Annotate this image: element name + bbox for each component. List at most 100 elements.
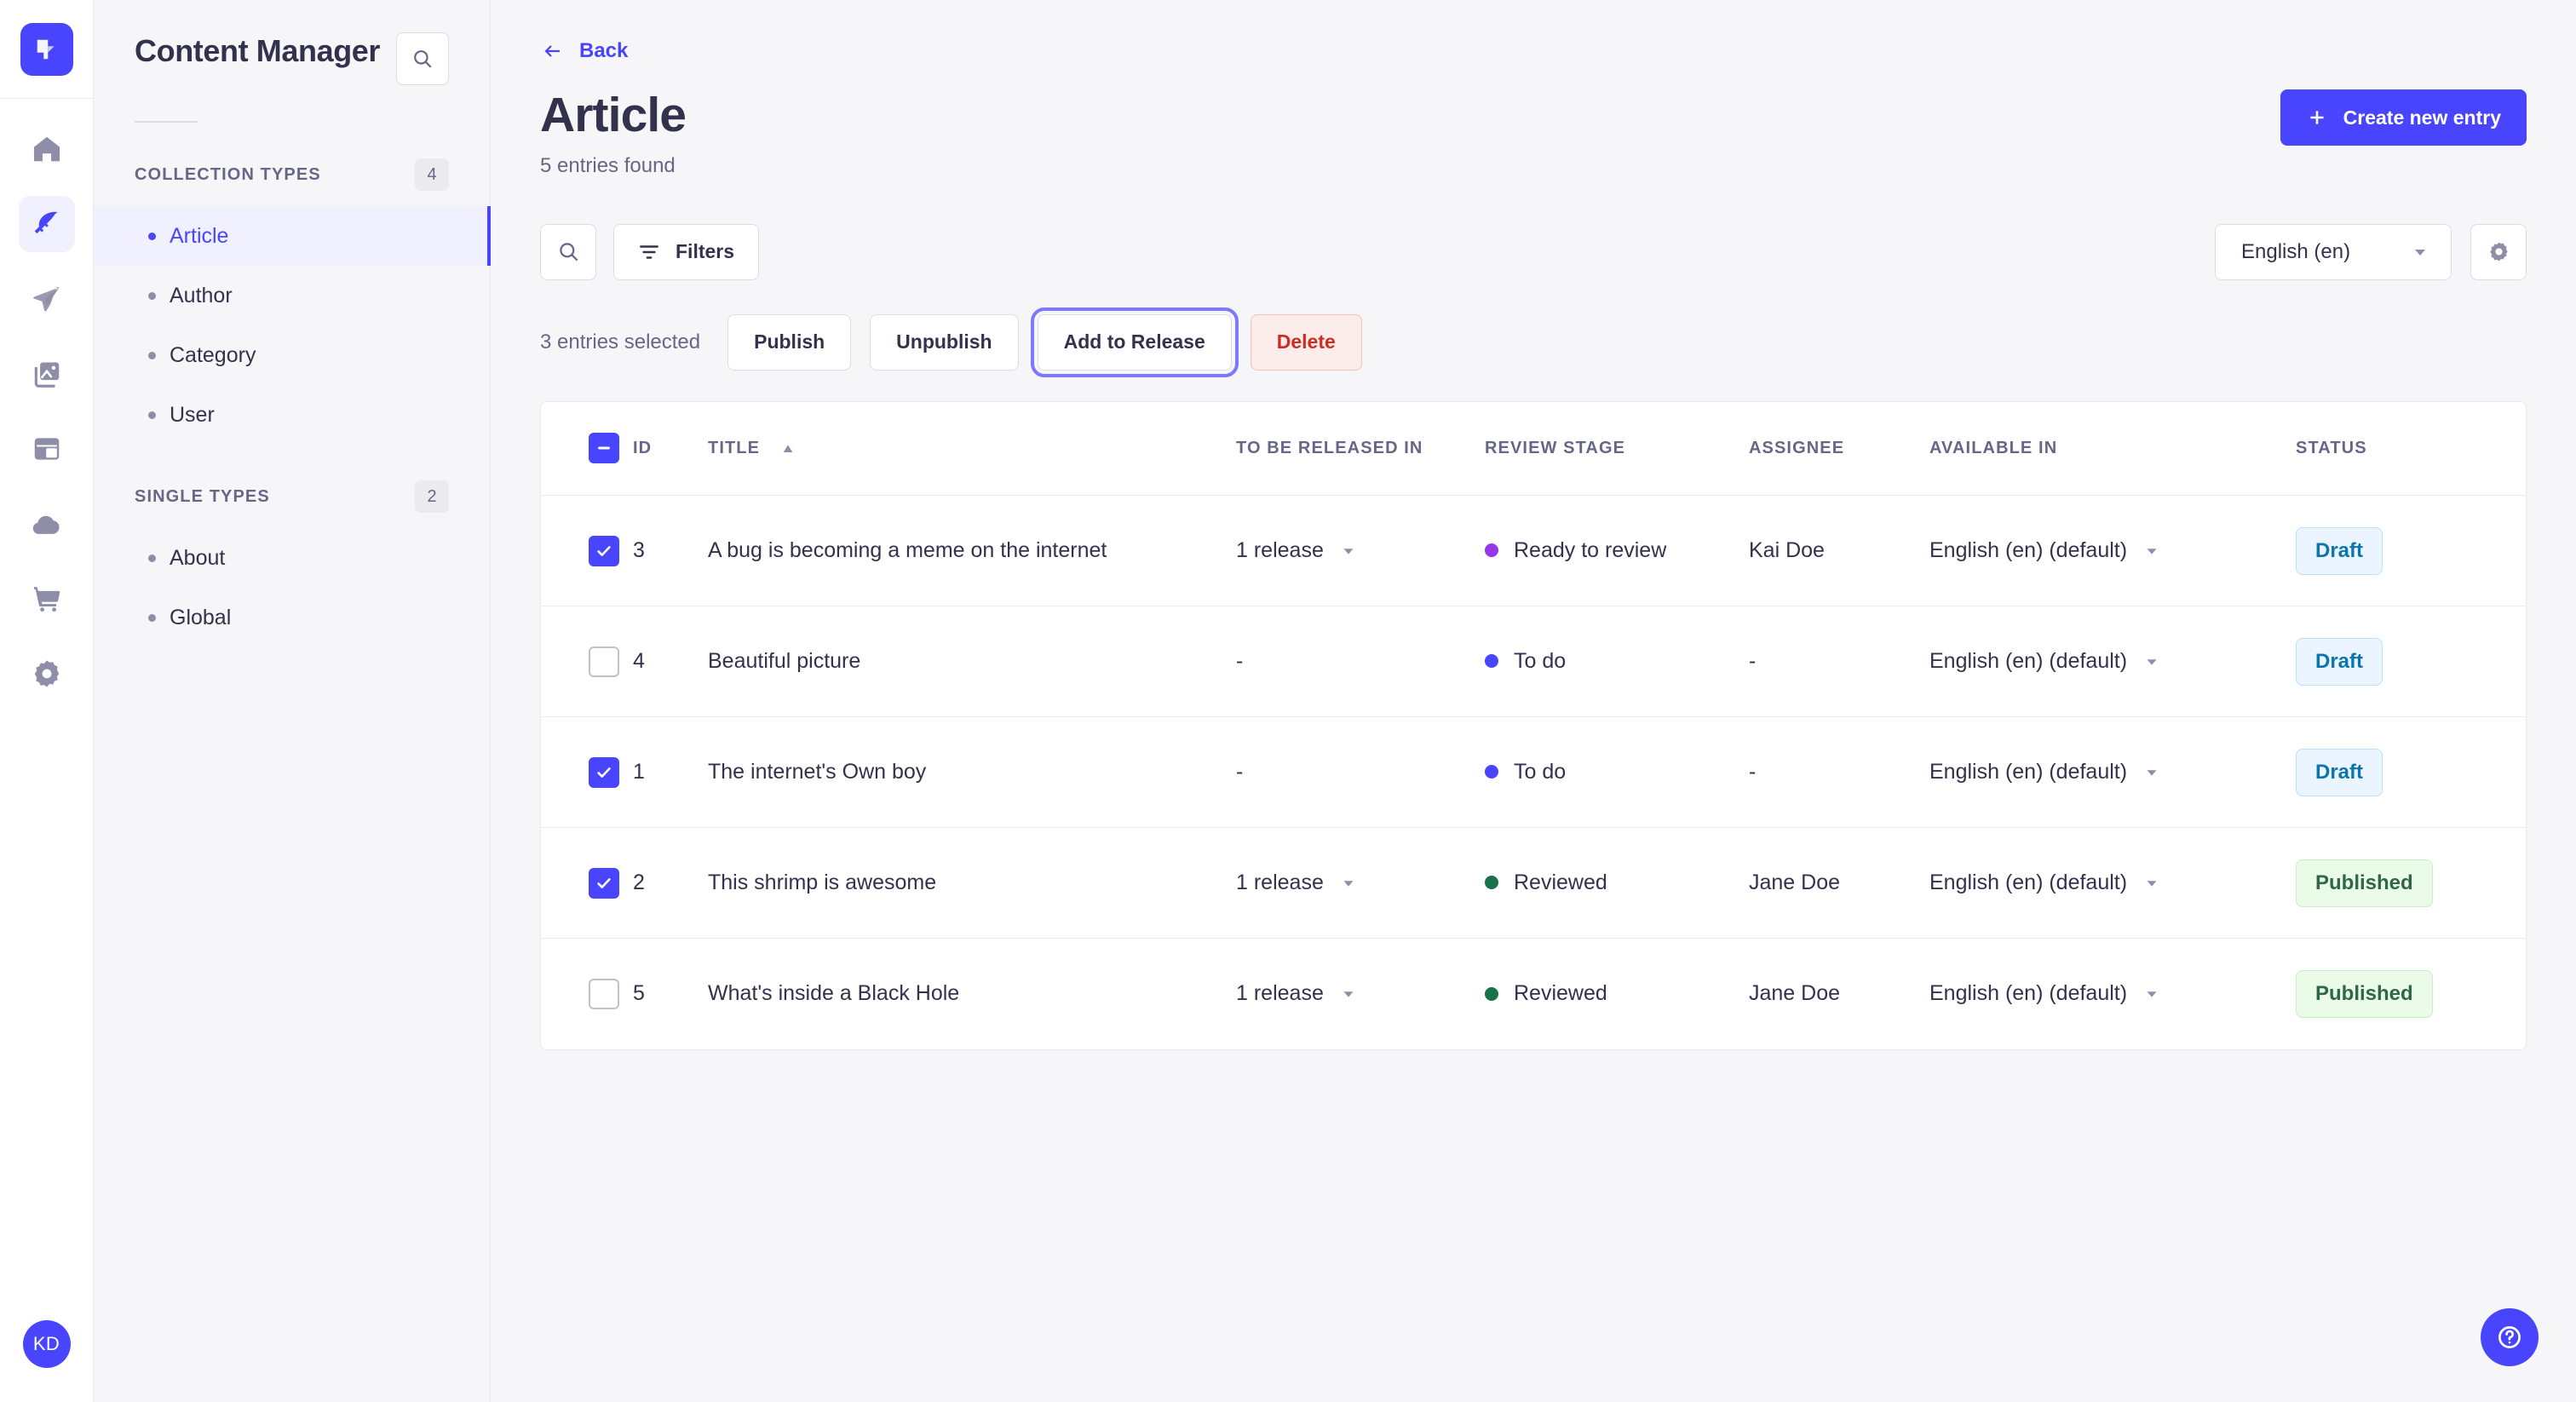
feather-icon[interactable] (18, 196, 75, 252)
page-title: Article (540, 88, 687, 142)
bulk-delete-button[interactable]: Delete (1250, 313, 1362, 371)
layout-icon[interactable] (19, 421, 75, 477)
filters-button[interactable]: Filters (613, 223, 760, 280)
strapi-logo-icon[interactable] (20, 22, 73, 76)
table-row[interactable]: 2 This shrimp is awesome 1 release Reviewed… (541, 827, 2526, 939)
available-in-dropdown[interactable]: English (en) (default) (1929, 871, 2161, 895)
bulk-add-to-release-button[interactable]: Add to Release (1030, 307, 1239, 377)
cell-title: The internet's Own boy (708, 716, 1236, 829)
bullet-icon (148, 411, 156, 419)
available-in-dropdown[interactable]: English (en) (default) (1929, 538, 2161, 563)
cloud-icon[interactable] (19, 496, 75, 552)
single-types-list: About Global (94, 528, 490, 647)
chevron-down-icon (2147, 548, 2157, 554)
search-button[interactable] (540, 223, 596, 280)
row-checkbox[interactable] (589, 646, 619, 677)
row-checkbox[interactable] (589, 535, 619, 566)
table-row[interactable]: 1 The internet's Own boy - To do - English (e… (541, 716, 2526, 829)
row-checkbox[interactable] (589, 867, 619, 899)
release-dropdown[interactable]: 1 release (1236, 871, 1358, 895)
column-header-title[interactable]: TITLE (708, 401, 1236, 497)
collection-types-list: Article Author Category User (94, 206, 491, 445)
table-header-row: ID TITLE TO BE RELEASED IN REVIEW STAGE … (541, 401, 2526, 497)
row-checkbox[interactable] (589, 978, 619, 1009)
row-select-cell (541, 716, 633, 829)
column-header-available-in[interactable]: AVAILABLE IN (1929, 401, 2296, 497)
create-new-entry-button[interactable]: Create new entry (2280, 89, 2527, 146)
chevron-down-icon (1343, 991, 1354, 997)
bulk-unpublish-button[interactable]: Unpublish (870, 313, 1019, 371)
status-badge: Draft (2296, 526, 2383, 575)
cell-release: - (1236, 606, 1485, 718)
images-icon[interactable] (19, 346, 75, 402)
create-new-entry-label: Create new entry (2343, 106, 2501, 129)
cell-id: 5 (633, 981, 645, 1006)
cell-assignee: Jane Doe (1749, 981, 1841, 1006)
chevron-down-icon (1343, 548, 1354, 554)
table-row[interactable]: 4 Beautiful picture - To do - English (en) (d… (541, 606, 2526, 718)
back-link[interactable]: Back (540, 39, 628, 63)
available-in-dropdown[interactable]: English (en) (default) (1929, 981, 2161, 1006)
row-checkbox[interactable] (589, 756, 619, 788)
chevron-down-icon (2147, 769, 2157, 776)
gear-icon[interactable] (19, 646, 75, 702)
cell-available-in: English (en) (default) (1929, 827, 2296, 939)
column-header-review-stage[interactable]: REVIEW STAGE (1485, 401, 1749, 497)
release-label: 1 release (1236, 871, 1324, 895)
status-badge: Published (2296, 859, 2433, 907)
bullet-icon (148, 291, 156, 300)
paper-plane-icon[interactable] (19, 271, 75, 327)
available-in-label: English (en) (default) (1929, 871, 2128, 895)
cart-icon[interactable] (19, 571, 75, 627)
status-badge: Draft (2296, 637, 2383, 686)
status-badge: Draft (2296, 748, 2383, 796)
toolbar-left: Filters (540, 223, 760, 280)
section-count: 2 (415, 480, 449, 513)
view-settings-button[interactable] (2470, 223, 2527, 280)
cell-id: 2 (633, 827, 708, 939)
back-label: Back (579, 39, 629, 62)
sidebar-item-article[interactable]: Article (94, 206, 491, 266)
avatar[interactable]: KD (22, 1320, 71, 1368)
row-select-cell (541, 606, 633, 718)
release-label: 1 release (1236, 538, 1324, 563)
table-row[interactable]: 5 What's inside a Black Hole 1 release Revi… (541, 939, 2526, 1049)
bullet-icon (148, 351, 156, 359)
row-select-cell (541, 939, 633, 1049)
sidebar-item-author[interactable]: Author (94, 266, 490, 325)
sidebar-item-label: About (170, 545, 226, 570)
release-dropdown[interactable]: 1 release (1236, 538, 1358, 563)
column-header-assignee[interactable]: ASSIGNEE (1749, 401, 1929, 497)
available-in-dropdown[interactable]: English (en) (default) (1929, 649, 2161, 674)
cell-status: Published (2296, 827, 2526, 939)
subnav-divider (135, 121, 198, 123)
rail-items (18, 99, 75, 1320)
content-manager-subnav: Content Manager COLLECTION TYPES 4 Artic… (94, 0, 491, 1402)
help-button[interactable] (2481, 1308, 2539, 1366)
bulk-publish-button[interactable]: Publish (727, 313, 852, 371)
sidebar-item-global[interactable]: Global (94, 588, 490, 647)
home-icon[interactable] (19, 121, 75, 177)
subnav-search-button[interactable] (396, 32, 449, 85)
cell-status: Draft (2296, 495, 2526, 607)
sidebar-item-about[interactable]: About (94, 528, 490, 588)
available-in-dropdown[interactable]: English (en) (default) (1929, 760, 2161, 784)
rail-bottom: KD (22, 1320, 71, 1402)
sidebar-item-user[interactable]: User (94, 385, 490, 445)
column-header-status[interactable]: STATUS (2296, 401, 2526, 497)
main-content: Back Article 5 entries found Create new … (491, 0, 2576, 1402)
stage-dot-icon (1485, 986, 1498, 1001)
page-title-row: Article 5 entries found Create new entry (540, 89, 2527, 178)
sidebar-item-category[interactable]: Category (94, 325, 490, 385)
release-empty: - (1236, 760, 1244, 784)
column-header-id[interactable]: ID (633, 401, 708, 497)
cell-title: Beautiful picture (708, 606, 1236, 718)
locale-select[interactable]: English (en) (2215, 223, 2452, 280)
select-all-checkbox[interactable] (589, 433, 619, 464)
release-dropdown[interactable]: 1 release (1236, 981, 1358, 1006)
column-header-to-be-released-in[interactable]: TO BE RELEASED IN (1236, 401, 1485, 497)
check-icon (597, 545, 611, 556)
